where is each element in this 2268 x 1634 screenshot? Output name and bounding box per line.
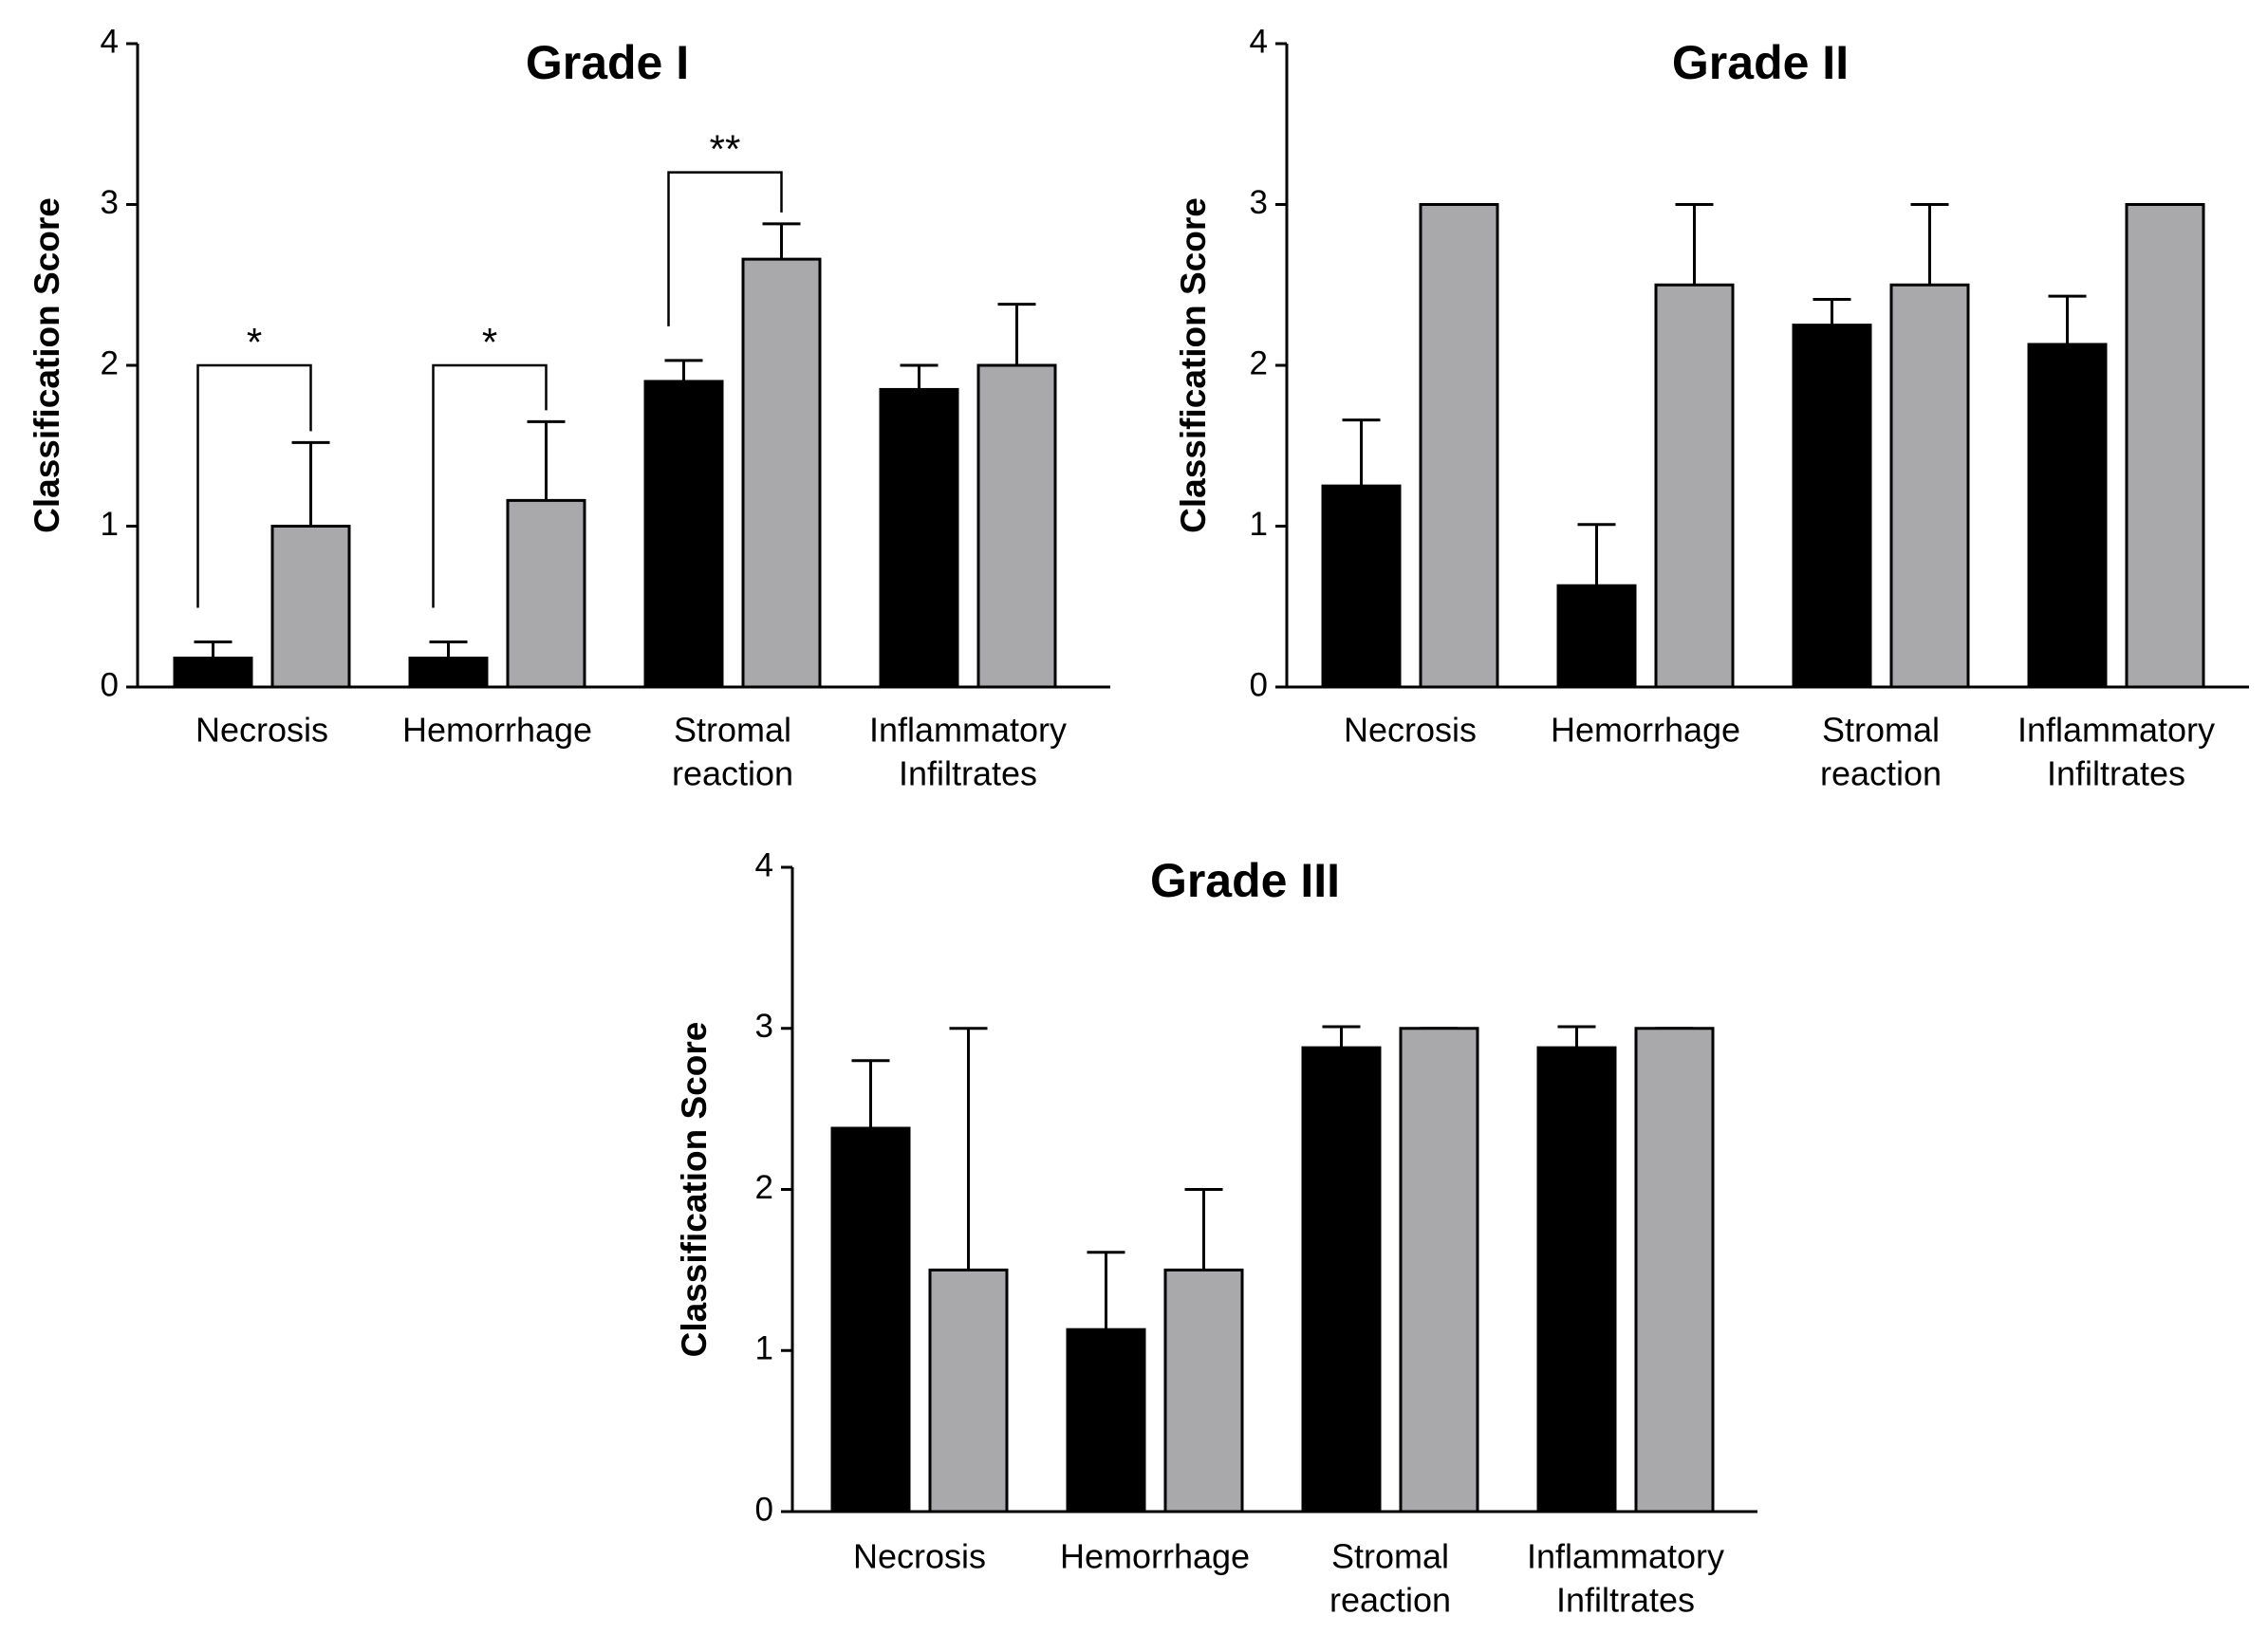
y-tick-label: 2 [101,344,119,381]
bar-group-1 [408,656,489,689]
category-label: reaction [1329,1581,1451,1620]
chart-panel-3: Grade III Classification Score 0 1 2 3 4 Necros… [675,846,1757,1620]
bar-group-2 [1399,1027,1479,1513]
significance-label: * [482,320,497,364]
category-label: Inflammatory [2017,711,2215,750]
y-tick-label: 3 [1250,184,1268,221]
y-tick-label: 0 [755,1491,773,1528]
bar-group-2 [1654,283,1735,689]
significance-label: ** [710,127,741,172]
significance-bracket [432,363,548,608]
y-tick-label: 0 [1250,666,1268,703]
bar-group-1 [1792,324,1872,689]
y-axis-label: Classification Score [28,197,66,533]
bar-group-1 [1066,1328,1146,1513]
category-label: reaction [672,754,793,793]
bar-group-2 [1419,203,1499,689]
bar-group-1 [879,387,959,689]
bar-group-2 [1889,283,1970,689]
y-tick-label: 1 [755,1330,773,1367]
y-tick-label: 2 [755,1169,773,1206]
category-label: Hemorrhage [1060,1537,1250,1576]
y-tick-label: 4 [755,846,773,883]
bar-group-2 [2125,203,2205,689]
bar-group-2 [1163,1268,1244,1513]
chart-title: Grade III [1150,854,1340,907]
y-tick-label: 4 [1250,23,1268,60]
bar-group-2 [928,1268,1009,1513]
bar-group-1 [1556,584,1637,689]
y-tick-label: 4 [101,23,119,60]
y-axis-label: Classification Score [675,1022,714,1358]
category-label: Necrosis [1344,711,1477,750]
category-label: Inflammatory [1527,1537,1724,1576]
y-tick-label: 0 [101,666,119,703]
chart-panel-2: Grade II Classification Score 0 1 2 3 4 Necrosi… [1174,23,2249,793]
chart-title: Grade I [526,36,689,89]
bar-group-1 [173,656,253,689]
category-label: Infiltrates [899,754,1037,793]
bar-group-2 [976,363,1057,689]
chart-panel-1: Grade I Classification Score 0 1 2 3 4 Necrosis… [28,23,1110,793]
bar-group-1 [1301,1046,1382,1513]
bar-group-2 [506,498,586,689]
y-tick-label: 3 [755,1008,773,1045]
category-label: Hemorrhage [402,711,592,750]
bar-group-1 [1536,1046,1617,1513]
bar-group-2 [1634,1027,1715,1513]
bar-group-1 [1321,484,1402,689]
bar-group-2 [270,525,351,689]
category-label: Necrosis [195,711,328,750]
y-axis-label: Classification Score [1174,197,1213,533]
category-label: Stromal [1331,1537,1449,1576]
category-label: Inflammatory [869,711,1067,750]
significance-label: * [247,320,262,364]
category-label: Stromal [674,711,791,750]
y-tick-label: 1 [1250,506,1268,543]
bar-group-1 [2027,343,2108,689]
chart-title: Grade II [1672,36,1849,89]
significance-bracket [196,363,312,608]
category-label: Hemorrhage [1551,711,1740,750]
category-label: reaction [1820,754,1942,793]
bar-group-1 [830,1126,911,1513]
category-label: Infiltrates [1556,1581,1695,1620]
bar-group-2 [741,257,822,689]
category-label: Infiltrates [2047,754,2185,793]
y-tick-label: 1 [101,506,119,543]
category-label: Necrosis [853,1537,986,1576]
significance-bracket [667,171,783,326]
y-tick-label: 3 [101,184,119,221]
category-label: Stromal [1822,711,1940,750]
bar-group-1 [643,380,724,689]
y-tick-label: 2 [1250,344,1268,381]
